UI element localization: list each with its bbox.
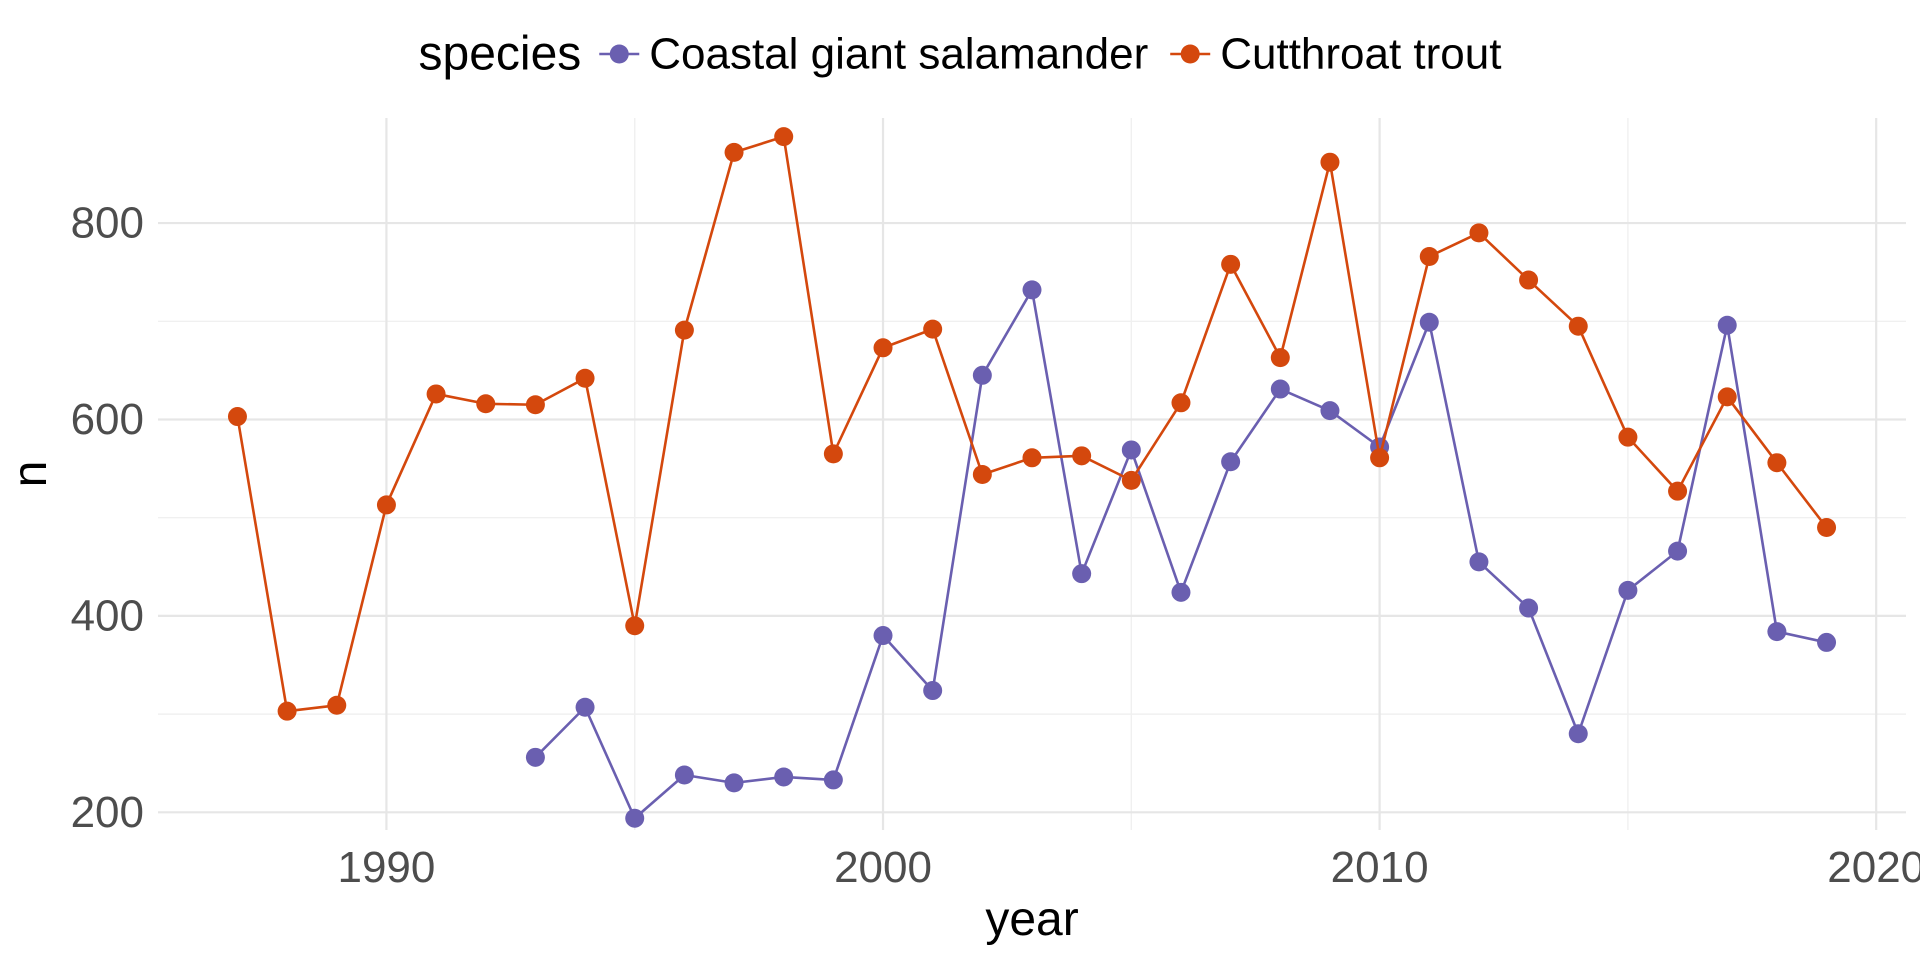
data-point-coastal-giant-salamander	[625, 808, 645, 828]
data-point-cutthroat-trout	[575, 368, 595, 388]
data-point-coastal-giant-salamander	[1022, 280, 1042, 300]
data-point-coastal-giant-salamander	[724, 773, 744, 793]
data-point-cutthroat-trout	[724, 142, 744, 162]
data-point-cutthroat-trout	[1817, 518, 1837, 538]
data-point-cutthroat-trout	[1171, 393, 1191, 413]
data-point-cutthroat-trout	[1519, 270, 1539, 290]
data-point-cutthroat-trout	[1469, 223, 1489, 243]
legend-item-cutthroat-trout: Cutthroat trout	[1170, 30, 1501, 79]
y-tick-label: 800	[71, 199, 144, 248]
data-point-coastal-giant-salamander	[873, 626, 893, 646]
data-point-coastal-giant-salamander	[1817, 632, 1837, 652]
x-tick-label: 1990	[337, 843, 435, 892]
data-point-coastal-giant-salamander	[674, 765, 694, 785]
data-point-cutthroat-trout	[426, 384, 446, 404]
data-point-coastal-giant-salamander	[1320, 401, 1340, 421]
data-point-coastal-giant-salamander	[774, 767, 794, 787]
data-point-cutthroat-trout	[1270, 348, 1290, 368]
data-point-coastal-giant-salamander	[923, 681, 943, 701]
data-point-cutthroat-trout	[1568, 316, 1588, 336]
legend-label: Cutthroat trout	[1220, 30, 1501, 79]
data-point-cutthroat-trout	[1370, 448, 1390, 468]
x-tick-label: 2000	[834, 843, 932, 892]
data-point-cutthroat-trout	[873, 338, 893, 358]
data-point-coastal-giant-salamander	[1717, 315, 1737, 335]
data-point-coastal-giant-salamander	[1121, 440, 1141, 460]
series-line-coastal-giant-salamander	[534, 288, 1827, 820]
data-point-coastal-giant-salamander	[1171, 582, 1191, 602]
series-cutthroat-trout	[227, 127, 1837, 721]
legend-label: Coastal giant salamander	[649, 30, 1148, 79]
x-axis-title: year	[985, 893, 1078, 946]
legend-item-coastal-giant-salamander: Coastal giant salamander	[599, 30, 1148, 79]
data-point-coastal-giant-salamander	[1221, 452, 1241, 472]
data-point-cutthroat-trout	[1022, 448, 1042, 468]
y-tick-label: 200	[71, 788, 144, 837]
data-point-coastal-giant-salamander	[1419, 312, 1439, 332]
data-point-cutthroat-trout	[674, 320, 694, 340]
x-tick-label: 2010	[1331, 843, 1429, 892]
data-point-cutthroat-trout	[1072, 446, 1092, 466]
data-point-cutthroat-trout	[1717, 387, 1737, 407]
data-point-coastal-giant-salamander	[1668, 541, 1688, 561]
data-point-cutthroat-trout	[476, 394, 496, 414]
data-point-cutthroat-trout	[1618, 427, 1638, 447]
data-point-coastal-giant-salamander	[1767, 622, 1787, 642]
data-point-cutthroat-trout	[972, 464, 992, 484]
series-layer	[227, 127, 1837, 828]
x-tick-label: 2020	[1827, 843, 1920, 892]
axes: 200 400 600 800 1990 2000 2010 2020 year n	[4, 199, 1920, 946]
data-point-coastal-giant-salamander	[1568, 724, 1588, 744]
data-point-cutthroat-trout	[376, 495, 396, 515]
data-point-cutthroat-trout	[1320, 152, 1340, 172]
legend-key-point	[1180, 44, 1200, 64]
legend: species Coastal giant salamander Cutthroat…	[419, 28, 1502, 81]
data-point-coastal-giant-salamander	[1519, 598, 1539, 618]
data-point-cutthroat-trout	[823, 444, 843, 464]
data-point-coastal-giant-salamander	[1270, 379, 1290, 399]
y-tick-label: 600	[71, 395, 144, 444]
data-point-cutthroat-trout	[1121, 470, 1141, 490]
data-point-cutthroat-trout	[1668, 481, 1688, 501]
data-point-coastal-giant-salamander	[525, 747, 545, 767]
data-point-coastal-giant-salamander	[575, 697, 595, 717]
series-coastal-giant-salamander	[525, 280, 1837, 828]
data-point-coastal-giant-salamander	[972, 365, 992, 385]
data-point-cutthroat-trout	[1767, 453, 1787, 473]
data-point-cutthroat-trout	[625, 616, 645, 636]
data-point-cutthroat-trout	[327, 695, 347, 715]
y-tick-label: 400	[71, 591, 144, 640]
data-point-cutthroat-trout	[1221, 254, 1241, 274]
data-point-cutthroat-trout	[1419, 246, 1439, 266]
data-point-coastal-giant-salamander	[1072, 564, 1092, 584]
y-axis-title: n	[4, 461, 57, 488]
data-point-coastal-giant-salamander	[1469, 552, 1489, 572]
legend-key-point	[609, 44, 629, 64]
data-point-cutthroat-trout	[923, 319, 943, 339]
data-point-cutthroat-trout	[227, 407, 247, 427]
grid-lines	[158, 118, 1906, 830]
legend-title: species	[419, 28, 582, 81]
data-point-cutthroat-trout	[774, 127, 794, 147]
data-point-cutthroat-trout	[277, 701, 297, 721]
data-point-coastal-giant-salamander	[823, 770, 843, 790]
data-point-coastal-giant-salamander	[1618, 580, 1638, 600]
data-point-cutthroat-trout	[525, 395, 545, 415]
